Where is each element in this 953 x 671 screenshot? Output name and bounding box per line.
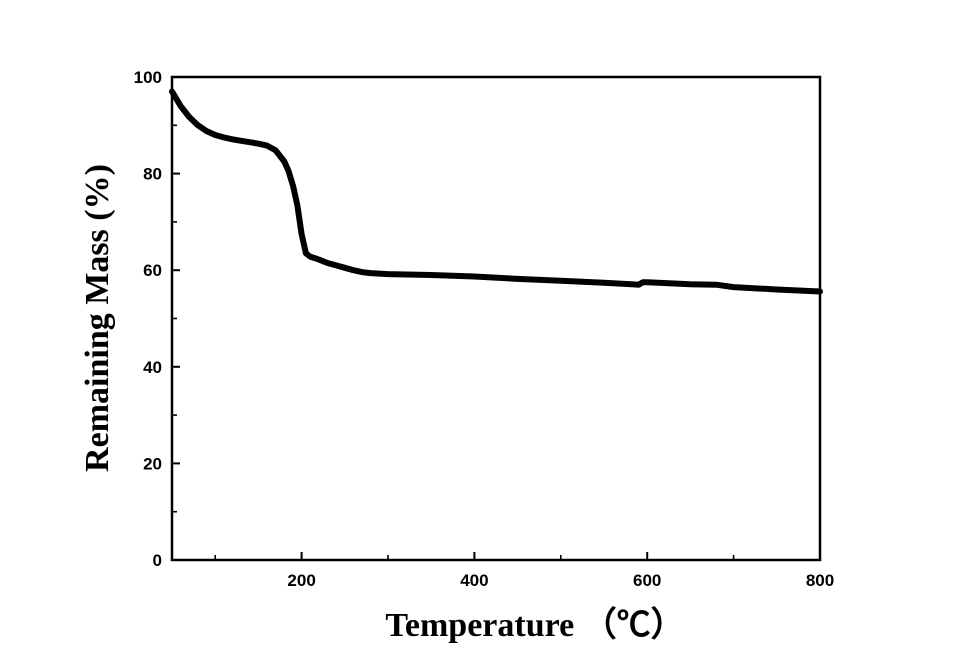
x-axis-ticks: 200 400 600 800 — [287, 552, 834, 590]
x-tick-label: 200 — [287, 571, 315, 590]
x-tick-label: 400 — [460, 571, 488, 590]
y-tick-label: 100 — [134, 68, 162, 87]
y-tick-label: 0 — [153, 551, 162, 570]
x-axis-title: Temperature （℃） — [385, 605, 684, 644]
x-tick-label: 800 — [806, 571, 834, 590]
y-tick-label: 80 — [143, 165, 162, 184]
y-tick-label: 40 — [143, 358, 162, 377]
y-axis-title: Remaining Mass (%) — [79, 164, 116, 472]
y-tick-label: 20 — [143, 454, 162, 473]
minor-ticks — [172, 124, 735, 560]
y-axis-ticks: 0 20 40 60 80 100 — [134, 68, 180, 570]
series-line-0 — [169, 88, 823, 295]
y-tick-label: 60 — [143, 261, 162, 280]
series-layer — [169, 88, 823, 295]
x-tick-label: 600 — [633, 571, 661, 590]
